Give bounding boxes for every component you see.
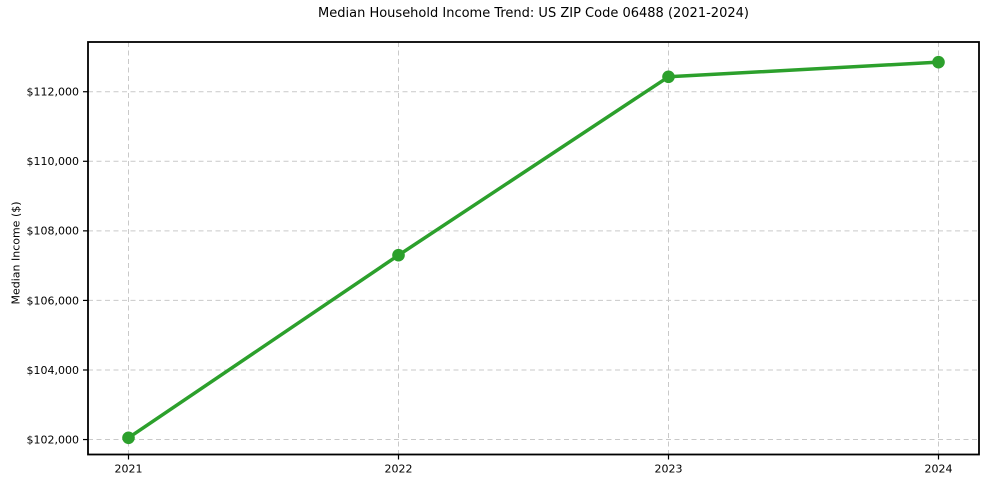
y-tick-label: $106,000 (27, 294, 80, 307)
income-trend-line (126, 60, 941, 440)
data-point-marker (662, 70, 675, 84)
y-tick-label: $108,000 (27, 225, 80, 238)
x-tick-label: 2024 (925, 463, 953, 476)
y-tick-label: $104,000 (27, 364, 80, 377)
data-point-marker (392, 248, 405, 262)
chart-title: Median Household Income Trend: US ZIP Co… (318, 6, 749, 21)
data-point-marker (122, 431, 135, 445)
y-tick-label: $112,000 (27, 86, 80, 99)
plot-border (87, 41, 980, 456)
y-tick-label: $102,000 (27, 433, 80, 446)
x-tick-label: 2023 (655, 463, 683, 476)
x-tick-label: 2022 (385, 463, 413, 476)
data-point-marker (932, 55, 945, 69)
x-tick-label: 2021 (115, 463, 143, 476)
y-tick-label: $110,000 (27, 155, 80, 168)
